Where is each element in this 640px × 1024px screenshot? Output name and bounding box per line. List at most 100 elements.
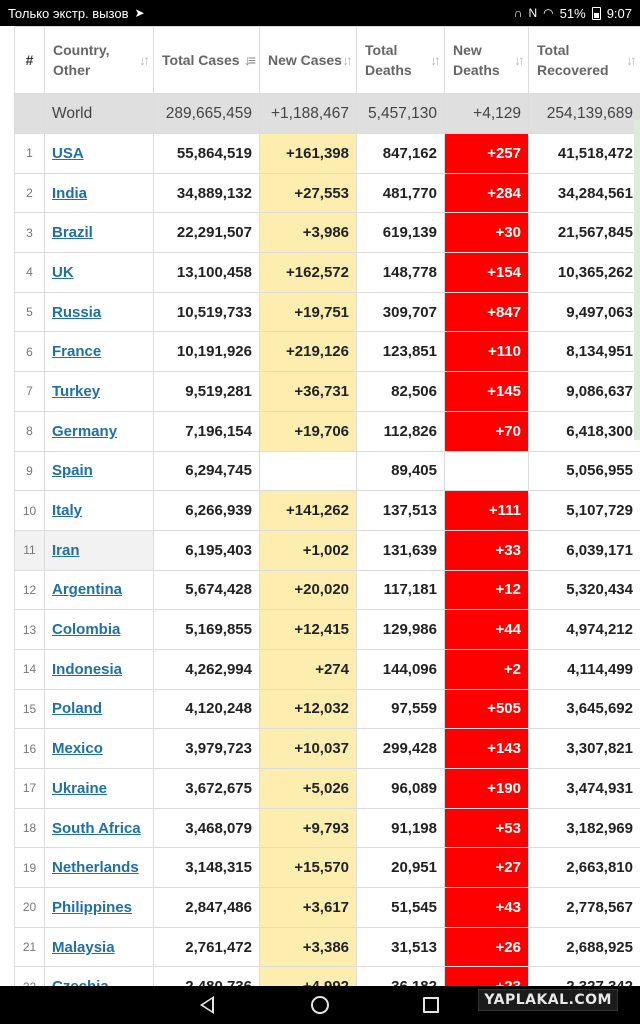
new-cases-cell: +20,020 [259, 569, 357, 611]
country-link[interactable]: Germany [44, 410, 154, 452]
country-link[interactable]: Spain [44, 450, 154, 492]
country-name-link[interactable]: Malaysia [52, 938, 115, 956]
home-icon[interactable] [311, 996, 329, 1014]
country-link[interactable]: France [44, 331, 154, 373]
country-name-link[interactable]: UK [52, 263, 74, 281]
covid-table: # Country, Other ↓↑ Total Cases ↓≡ New Cas… [14, 26, 640, 986]
country-link[interactable]: Poland [44, 688, 154, 730]
total-deaths-cell: 299,428 [356, 728, 445, 769]
world-total-cases: 289,665,459 [153, 93, 260, 134]
header-country[interactable]: Country, Other ↓↑ [44, 26, 154, 94]
table-row: 6 France 10,191,926 +219,126 123,851 +110 8,13… [14, 331, 640, 373]
country-name-link[interactable]: Italy [52, 502, 83, 520]
new-cases-cell: +3,386 [259, 926, 357, 968]
total-deaths-cell: 91,198 [356, 807, 445, 849]
country-name-link[interactable]: Argentina [52, 581, 123, 599]
country-name-link[interactable]: Mexico [52, 740, 103, 758]
country-link[interactable]: Philippines [44, 887, 154, 928]
country-link[interactable]: Czechia [44, 966, 154, 986]
new-cases-cell: +219,126 [259, 331, 357, 373]
country-name-link[interactable]: India [52, 184, 88, 202]
total-recovered-cell: 6,039,171 [528, 529, 640, 571]
table-row: 22 Czechia 2,480,736+4,99236,182+232,327,3… [14, 966, 640, 986]
total-deaths-cell: 131,639 [356, 529, 445, 571]
row-number: 3 [14, 212, 45, 254]
total-deaths-cell: 20,951 [356, 847, 445, 889]
country-name-link[interactable]: Indonesia [52, 660, 123, 678]
country-link[interactable]: Ukraine [44, 768, 154, 809]
total-recovered-cell: 4,974,212 [528, 609, 640, 650]
country-name-link[interactable]: Poland [52, 700, 103, 718]
total-cases-cell: 13,100,458 [153, 252, 260, 293]
new-deaths-cell: +33 [444, 529, 529, 571]
country-link[interactable]: Turkey [44, 371, 154, 412]
row-number: 15 [14, 688, 45, 730]
table-row: 3 Brazil 22,291,507 +3,986 619,139 +30 21,567,… [14, 212, 640, 254]
country-name-link[interactable]: Colombia [52, 621, 121, 639]
header-country-label: Country, Other [53, 42, 110, 78]
country-name-link[interactable]: Iran [52, 541, 80, 559]
total-recovered-cell: 3,645,692 [528, 688, 640, 730]
country-link[interactable]: USA [44, 133, 154, 174]
new-deaths-cell: +145 [444, 371, 529, 412]
country-name-link[interactable]: Germany [52, 422, 118, 440]
table-row: 21 Malaysia 2,761,472 +3,386 31,513 +26 2,688,… [14, 926, 640, 968]
header-num[interactable]: # [14, 26, 45, 94]
country-name-link[interactable]: Netherlands [52, 859, 139, 877]
total-deaths-cell: 112,826 [356, 410, 445, 452]
status-bar: Только экстр. вызов ➤ ∩ N ◠ 51% 9:07 [0, 0, 640, 26]
country-link[interactable]: Indonesia [44, 648, 154, 690]
world-new-deaths: +4,129 [444, 93, 529, 134]
country-name-link[interactable]: Philippines [52, 898, 133, 916]
row-number: 12 [14, 569, 45, 611]
telegram-icon: ➤ [134, 6, 145, 20]
country-name-link[interactable]: USA [52, 144, 84, 162]
total-cases-cell: 6,266,939 [153, 490, 260, 531]
total-deaths-cell: 97,559 [356, 688, 445, 730]
back-icon[interactable] [200, 996, 214, 1014]
navigation-bar: YAPLAKAL.COM [0, 986, 640, 1024]
total-recovered-cell: 6,418,300 [528, 410, 640, 452]
new-cases-cell: +161,398 [259, 133, 357, 174]
new-deaths-cell: +154 [444, 252, 529, 293]
carrier-text: Только экстр. вызов [8, 5, 129, 21]
country-name-link[interactable]: Ukraine [52, 779, 108, 797]
total-cases-cell: 2,847,486 [153, 887, 260, 928]
country-link[interactable]: Colombia [44, 609, 154, 650]
header-total-deaths[interactable]: Total Deaths ↓↑ [356, 26, 445, 94]
header-new-deaths[interactable]: New Deaths ↓↑ [444, 26, 529, 94]
country-link[interactable]: Argentina [44, 569, 154, 611]
header-total-cases[interactable]: Total Cases ↓≡ [153, 26, 260, 94]
header-total-recovered[interactable]: Total Recovered ↓↑ [528, 26, 640, 94]
new-deaths-cell: +110 [444, 331, 529, 373]
country-name-link[interactable]: France [52, 343, 102, 361]
country-link[interactable]: Iran [44, 529, 154, 571]
country-name-link[interactable]: Turkey [52, 382, 101, 400]
country-link[interactable]: Italy [44, 490, 154, 531]
country-link[interactable]: South Africa [44, 807, 154, 849]
country-link[interactable]: Netherlands [44, 847, 154, 889]
country-link[interactable]: Brazil [44, 212, 154, 254]
header-new-cases[interactable]: New Cases ↓↑ [259, 26, 357, 94]
country-link[interactable]: UK [44, 252, 154, 293]
row-number: 22 [14, 966, 45, 986]
country-name-link[interactable]: Spain [52, 462, 93, 480]
country-link[interactable]: Mexico [44, 728, 154, 769]
country-name-link[interactable]: Brazil [52, 224, 93, 242]
country-link[interactable]: Russia [44, 291, 154, 333]
country-link[interactable]: Malaysia [44, 926, 154, 968]
row-number: 10 [14, 490, 45, 531]
new-cases-cell: +36,731 [259, 371, 357, 412]
new-cases-cell: +27,553 [259, 172, 357, 214]
country-name-link[interactable]: Russia [52, 303, 102, 321]
covid-table-container[interactable]: # Country, Other ↓↑ Total Cases ↓≡ New Cas… [14, 26, 640, 986]
country-name-link[interactable]: South Africa [52, 819, 141, 837]
new-deaths-cell: +505 [444, 688, 529, 730]
total-deaths-cell: 481,770 [356, 172, 445, 214]
country-name-link[interactable]: Czechia [52, 978, 109, 986]
total-cases-cell: 7,196,154 [153, 410, 260, 452]
total-cases-cell: 4,262,994 [153, 648, 260, 690]
recents-icon[interactable] [423, 997, 439, 1013]
total-cases-cell: 9,519,281 [153, 371, 260, 412]
country-link[interactable]: India [44, 172, 154, 214]
